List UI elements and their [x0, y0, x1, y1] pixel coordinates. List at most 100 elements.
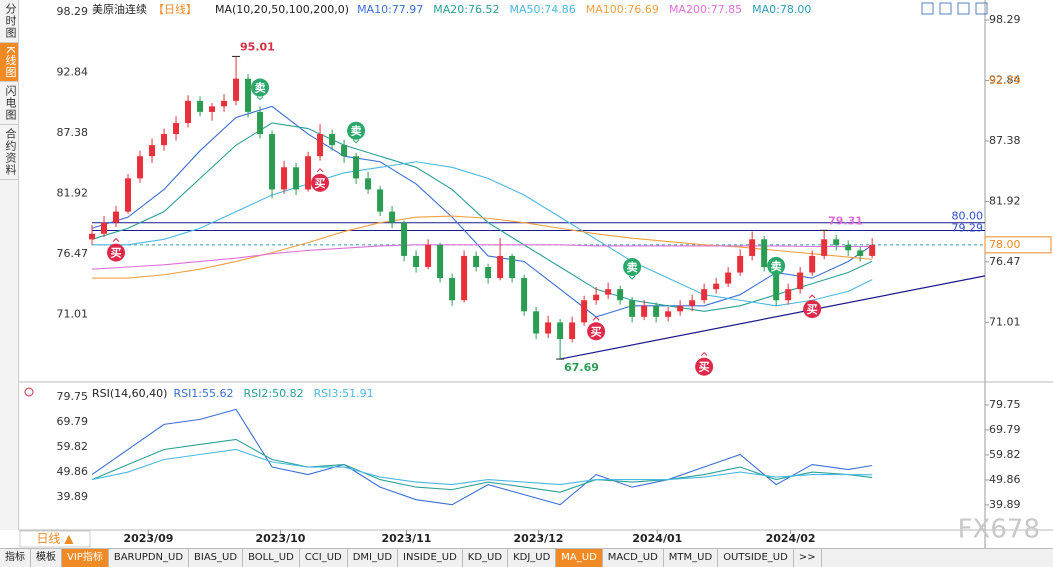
y-tick-label: 69.79 [989, 423, 1021, 436]
candle-body [605, 289, 612, 295]
candle-body [809, 255, 816, 273]
candle-body [833, 239, 840, 245]
candle-body [545, 322, 552, 334]
legend-title: RSI(14,60,40) [92, 387, 167, 400]
indicator-tab[interactable]: KD_UD [463, 549, 509, 567]
indicator-tab[interactable]: BARUPDN_UD [109, 549, 190, 567]
candle-body [437, 244, 444, 279]
candle-body [497, 255, 504, 279]
y-tick-label: 76.47 [989, 255, 1021, 268]
indicator-tab[interactable]: CCI_UD [300, 549, 348, 567]
y-tick-label: 98.29 [57, 5, 89, 18]
candle-body [473, 255, 480, 268]
legend-item: MA50:74.86 [510, 3, 576, 16]
side-tab[interactable]: 闪电图 [0, 82, 18, 126]
candle-body [329, 134, 336, 146]
candle-body [461, 255, 468, 301]
indicator-tab[interactable]: INSIDE_UD [398, 549, 463, 567]
indicator-tab[interactable]: BIAS_UD [189, 549, 244, 567]
annotation-label: 95.01 [240, 40, 275, 53]
chart: 日线 ▲ FX678 98.29 98.29 92.84 92.84 87.38 87.3… [19, 0, 1053, 548]
candle-body [677, 305, 684, 312]
candle-body [689, 300, 696, 306]
y-tick-label: 87.38 [57, 126, 89, 139]
indicator-tab[interactable]: >> [794, 549, 822, 567]
y-tick-label: 49.86 [57, 465, 89, 478]
candle-body [293, 167, 300, 190]
period-button-label[interactable]: 日线 ▲ [36, 532, 74, 546]
rsi-lines [91, 408, 873, 506]
candle-body [617, 289, 624, 301]
indicator-tab[interactable]: VIP指标 [62, 549, 109, 567]
candle-body [113, 211, 120, 223]
y-tick-label: 81.92 [57, 186, 89, 199]
candle-body [425, 244, 432, 268]
signal-label: 卖 [255, 81, 266, 95]
candle-body [713, 283, 720, 290]
annotation-label: 79.31 [828, 214, 863, 227]
candle-body [509, 255, 516, 279]
y-tick-label: 39.89 [989, 498, 1021, 511]
candle-body [629, 300, 636, 317]
candle-body [389, 211, 396, 223]
side-tab[interactable]: 分时图 [0, 0, 18, 43]
signal-marker [623, 258, 642, 277]
candle-body [797, 272, 804, 290]
signal-label: 买 [111, 247, 122, 260]
candle-body [365, 178, 372, 190]
y-tick-label: 59.82 [57, 440, 89, 453]
indicator-tab[interactable]: OUTSIDE_UD [718, 549, 794, 567]
candle-body [521, 278, 528, 312]
candle-body [197, 100, 204, 112]
indicator-line [91, 438, 873, 493]
candle-body [137, 156, 144, 179]
candle-body [749, 239, 756, 256]
y-tick-label: 92.84 [57, 65, 89, 78]
settings-icon[interactable] [24, 387, 34, 397]
side-tab[interactable]: 合约资料 [0, 125, 18, 181]
indicator-tab[interactable]: 指标 [0, 549, 31, 567]
candle-body [593, 294, 600, 301]
candle-body [761, 239, 768, 268]
legend-item: RSI2:50.82 [244, 387, 304, 400]
indicator-tab[interactable]: MTM_UD [664, 549, 719, 567]
indicator-line [91, 105, 873, 318]
signal-marker [767, 256, 786, 275]
signal-label: 买 [591, 325, 602, 338]
signal-label: 买 [315, 177, 326, 190]
y-tick-label: 79.75 [57, 390, 89, 403]
y-tick-label: 81.92 [989, 194, 1021, 207]
indicator-tab[interactable]: KDJ_UD [508, 549, 557, 567]
candle-body [449, 278, 456, 301]
watermark: FX678 [958, 515, 1040, 545]
ma-lines [91, 105, 873, 318]
indicator-tab[interactable]: MACD_UD [603, 549, 664, 567]
legend-indicator: MA(10,20,50,100,200,0) [215, 3, 349, 16]
legend-item: MA20:76.52 [433, 3, 499, 16]
candle-body [353, 156, 360, 179]
y-tick-label: 79.75 [989, 398, 1021, 411]
indicator-tab[interactable]: MA_UD [556, 549, 603, 567]
candle-body [305, 156, 312, 190]
signal-marker [803, 300, 822, 319]
indicator-tab[interactable]: 模板 [31, 549, 62, 567]
signal-arrow [592, 316, 600, 321]
indicator-tab[interactable]: BOLL_UD [243, 549, 300, 567]
candle-body [533, 311, 540, 334]
signal-arrow [808, 294, 816, 299]
legend-item: MA10:77.97 [357, 3, 423, 16]
period-button[interactable] [19, 530, 91, 548]
candle-body [485, 267, 492, 279]
candle-body [185, 100, 192, 123]
signal-arrow [628, 275, 636, 280]
candle-body [845, 244, 852, 251]
candle-body [317, 134, 324, 157]
x-tick-label: 2023/10 [255, 532, 305, 545]
candle-body [269, 134, 276, 190]
indicator-tab[interactable]: DMI_UD [348, 549, 399, 567]
candle-body [233, 78, 240, 101]
candle-body [161, 134, 168, 146]
y-tick-label: 92.84 [989, 73, 1021, 86]
side-tab[interactable]: K线图 [0, 43, 18, 83]
